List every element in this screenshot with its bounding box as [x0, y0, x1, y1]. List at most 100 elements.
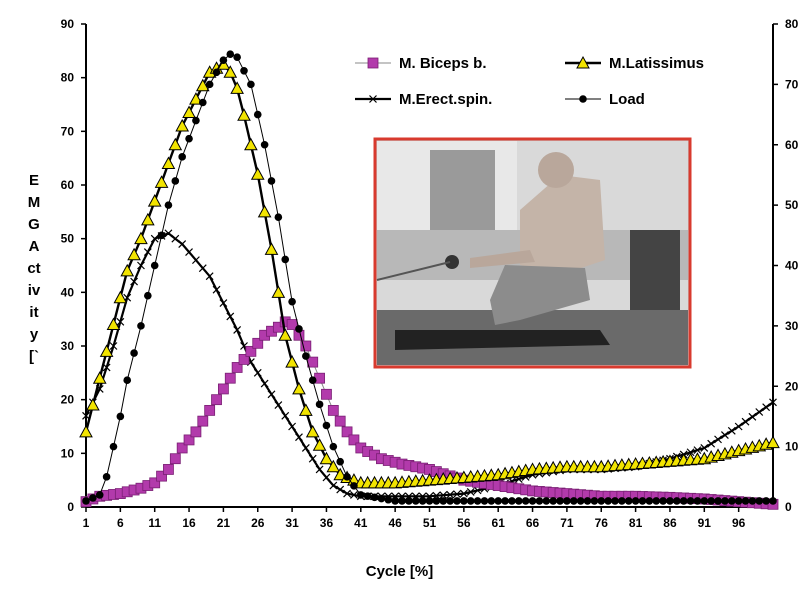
latissimus-marker: [79, 424, 93, 438]
y-axis-title-segment: it: [29, 304, 38, 321]
load-marker: [673, 497, 681, 505]
erect-spin-marker: [308, 454, 317, 463]
erect-spin-marker: [178, 240, 187, 248]
biceps-marker: [238, 354, 250, 365]
biceps-marker: [149, 477, 161, 489]
load-marker: [185, 134, 193, 143]
biceps-marker: [190, 426, 202, 438]
erect-spin-marker: [350, 491, 358, 499]
load-marker: [569, 497, 578, 505]
latissimus-marker: [223, 65, 238, 78]
load-marker: [343, 473, 351, 481]
load-marker: [480, 497, 489, 505]
y-left-tick-label: 20: [61, 393, 75, 407]
latissimus-marker: [195, 78, 210, 92]
load-marker: [515, 497, 523, 505]
x-tick-label: 71: [560, 516, 574, 530]
erect-spin-marker: [143, 248, 152, 257]
load-marker: [226, 50, 235, 58]
erect-spin-marker: [762, 403, 771, 412]
x-tick-label: 96: [732, 516, 746, 530]
load-marker: [281, 255, 290, 264]
biceps-marker: [321, 388, 332, 400]
load-marker: [253, 110, 262, 119]
biceps-marker: [307, 356, 319, 368]
legend: M. Biceps b. M.Latissimus M.Erect.spin. Loa…: [355, 55, 704, 108]
latissimus-marker: [134, 231, 148, 245]
load-marker: [535, 497, 544, 505]
y-axis-title-segment: y: [30, 326, 39, 343]
erect-spin-marker: [301, 444, 310, 452]
y-left-tick-label: 60: [61, 178, 75, 192]
y-right-tick-label: 40: [785, 259, 799, 273]
legend-item: M.Latissimus: [565, 55, 704, 72]
load-marker: [714, 497, 722, 505]
load-marker: [727, 497, 736, 505]
x-tick-label: 41: [354, 516, 368, 530]
load-marker: [288, 297, 296, 306]
x-tick-label: 81: [629, 516, 643, 530]
erect-spin-marker: [700, 444, 709, 452]
legend-label: M.Erect.spin.: [399, 91, 492, 108]
load-marker: [116, 412, 125, 421]
load-marker: [425, 497, 434, 505]
latissimus-marker: [230, 81, 244, 94]
load-marker: [446, 497, 454, 505]
load-marker: [487, 497, 496, 505]
y-left-tick-label: 10: [61, 446, 75, 460]
photo-legs: [490, 265, 590, 325]
latissimus-marker: [326, 459, 341, 473]
load-marker: [150, 261, 159, 270]
erect-spin-marker: [212, 285, 221, 294]
biceps-marker: [183, 434, 195, 446]
load-marker: [192, 116, 200, 125]
y-left-tick-label: 30: [61, 339, 75, 353]
load-marker: [411, 497, 420, 505]
latissimus-marker: [285, 355, 299, 368]
latissimus-marker: [576, 55, 590, 69]
latissimus-marker: [168, 137, 183, 151]
series-m-latissimus: [79, 57, 780, 489]
erect-spin-marker: [369, 95, 377, 103]
erect-spin-marker: [130, 277, 139, 286]
y-axis-title-segment: [`: [29, 348, 39, 365]
erect-spin-marker: [748, 412, 757, 421]
x-tick-label: 51: [423, 516, 437, 530]
load-marker: [734, 497, 743, 505]
y-axis-title-segment: E: [29, 172, 39, 189]
y-left-tick-label: 0: [67, 500, 74, 514]
latissimus-marker: [292, 381, 306, 395]
load-marker: [618, 497, 626, 505]
load-marker: [302, 352, 310, 360]
photo-rowing-machine: [395, 330, 610, 350]
erect-spin-marker: [164, 229, 173, 238]
load-marker: [102, 473, 111, 481]
x-tick-label: 6: [117, 516, 124, 530]
biceps-marker: [169, 453, 181, 465]
legend-label: M.Latissimus: [609, 55, 704, 72]
load-marker: [597, 497, 606, 505]
erect-spin-marker: [459, 489, 468, 498]
load-marker: [762, 497, 770, 505]
erect-spin-marker: [281, 411, 290, 420]
load-marker: [741, 497, 750, 505]
erect-spin-marker: [315, 465, 324, 474]
load-marker: [439, 497, 448, 505]
latissimus-marker: [298, 403, 313, 416]
erect-spin-marker: [274, 401, 283, 409]
erect-spin-marker: [109, 342, 118, 350]
latissimus-marker: [86, 397, 100, 411]
y-right-tick-label: 10: [785, 440, 799, 454]
y-left-tick-label: 40: [61, 285, 75, 299]
load-marker: [473, 497, 482, 505]
latissimus-marker: [312, 438, 327, 451]
y-right-tick-label: 20: [785, 379, 799, 393]
biceps-marker: [197, 415, 209, 427]
load-marker: [308, 376, 317, 385]
biceps-marker: [176, 442, 188, 454]
y-right-tick-label: 50: [785, 198, 799, 212]
load-marker: [89, 494, 97, 502]
erect-spin-marker: [466, 488, 475, 496]
erect-spin-marker: [336, 485, 345, 494]
x-tick-label: 76: [595, 516, 609, 530]
